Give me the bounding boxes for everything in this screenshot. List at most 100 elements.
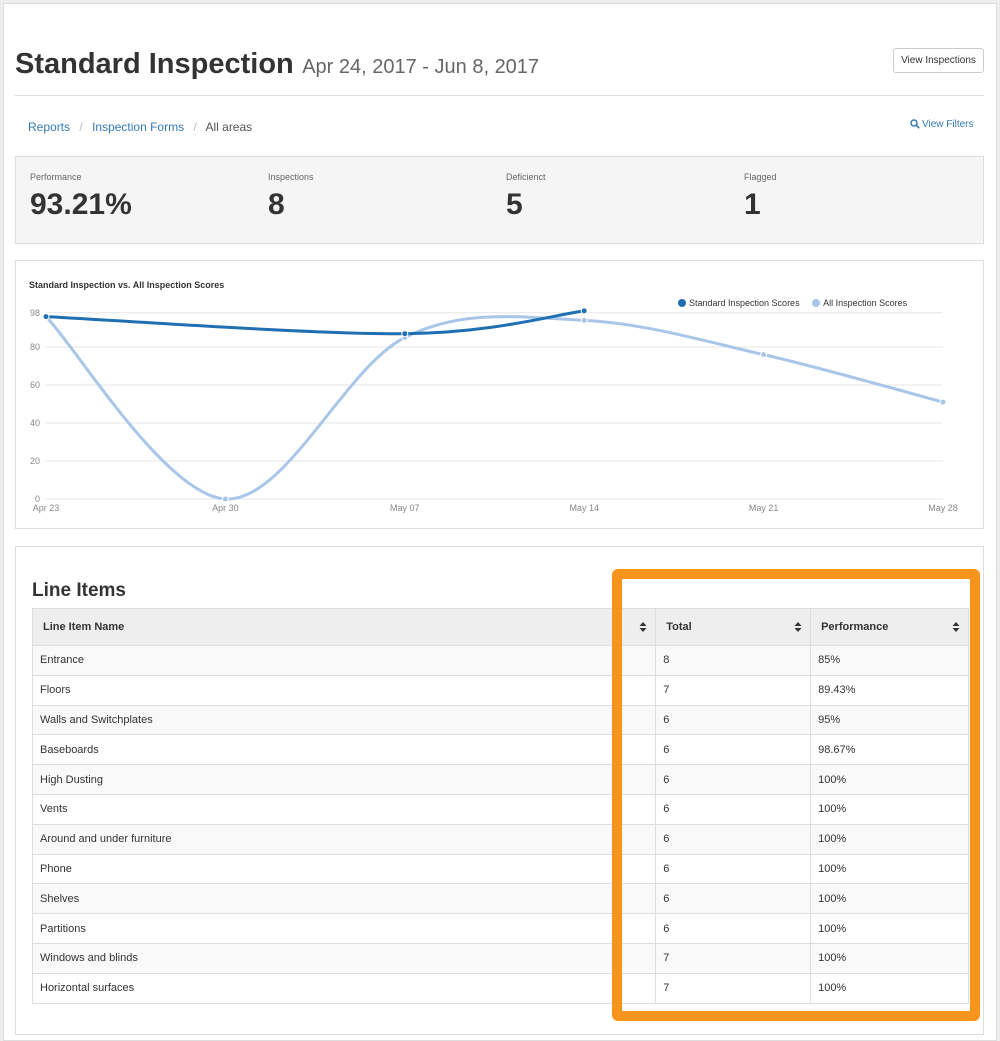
- stat-label: Inspections: [268, 172, 314, 182]
- table-row: Windows and blinds 7 100%: [31, 942, 969, 974]
- chart-legend: Standard Inspection Scores All Inspectio…: [678, 298, 917, 308]
- stat-inspections: Inspections 8: [268, 172, 314, 220]
- breadcrumb-current: All areas: [205, 120, 253, 134]
- cell-performance: 98.67%: [810, 734, 969, 766]
- breadcrumb-reports[interactable]: Reports: [28, 120, 71, 134]
- sort-icon[interactable]: [794, 621, 802, 636]
- cell-total: 7: [655, 942, 812, 974]
- table-row: Partitions 6 100%: [31, 913, 969, 944]
- y-tick-label: 60: [30, 380, 40, 390]
- stat-value: 5: [506, 188, 523, 221]
- stats-panel: Performance 93.21% Inspections 8 Deficie…: [15, 156, 984, 244]
- cell-total: 8: [655, 645, 812, 676]
- cell-name: Floors: [31, 674, 657, 706]
- cell-total: 6: [655, 853, 812, 885]
- chart-title: Standard Inspection vs. All Inspection S…: [29, 280, 225, 290]
- stat-performance: Performance 93.21%: [30, 172, 132, 220]
- column-header-name[interactable]: Line Item Name: [31, 608, 657, 646]
- cell-name: Entrance: [31, 645, 657, 676]
- sort-icon[interactable]: [639, 621, 647, 636]
- cell-total: 6: [655, 793, 812, 825]
- header-divider: [15, 95, 984, 96]
- cell-total: 7: [655, 674, 812, 706]
- x-tick-label: Apr 30: [212, 503, 239, 513]
- stat-value: 1: [744, 188, 761, 221]
- cell-performance: 100%: [810, 942, 969, 974]
- cell-name: High Dusting: [31, 764, 657, 795]
- cell-performance: 100%: [810, 883, 969, 915]
- legend-swatch-standard: [678, 299, 686, 307]
- cell-total: 6: [655, 734, 812, 766]
- series-line-all: [44, 315, 944, 501]
- table-row: High Dusting 6 100%: [31, 764, 969, 795]
- data-point: [42, 313, 50, 321]
- legend-item-standard[interactable]: Standard Inspection Scores: [678, 298, 800, 308]
- data-point: [221, 495, 229, 503]
- column-label: Total: [666, 621, 692, 633]
- stat-value: 8: [268, 188, 285, 221]
- view-filters-link[interactable]: View Filters: [910, 119, 974, 130]
- cell-name: Baseboards: [31, 734, 657, 766]
- cell-performance: 100%: [810, 823, 969, 855]
- view-filters-label: View Filters: [922, 119, 974, 130]
- x-tick-label: May 21: [749, 503, 779, 513]
- cell-total: 7: [655, 972, 812, 1004]
- stat-value: 93.21%: [30, 188, 132, 221]
- cell-name: Vents: [31, 793, 657, 825]
- cell-name: Horizontal surfaces: [31, 972, 657, 1004]
- chart-plot: 0 20 40 60 80 98 Apr 23 Apr 30 May 07 May 14 May 2…: [30, 307, 958, 513]
- column-header-total[interactable]: Total: [655, 608, 812, 646]
- cell-performance: 95%: [810, 704, 969, 736]
- table-header-row: Line Item Name Total Performance: [31, 608, 969, 646]
- legend-swatch-all: [812, 299, 821, 307]
- table-row: Baseboards 6 98.67%: [31, 734, 969, 766]
- cell-name: Around and under furniture: [31, 823, 657, 855]
- x-tick-label: May 07: [390, 503, 420, 513]
- cell-performance: 100%: [810, 853, 969, 885]
- page-header: Standard Inspection Apr 24, 2017 - Jun 8…: [15, 48, 539, 81]
- breadcrumb-inspection-forms[interactable]: Inspection Forms: [92, 120, 185, 134]
- sort-icon[interactable]: [952, 621, 960, 636]
- column-header-performance[interactable]: Performance: [810, 608, 969, 646]
- stat-label: Performance: [30, 172, 82, 182]
- cell-total: 6: [655, 704, 812, 736]
- legend-item-all[interactable]: All Inspection Scores: [812, 298, 907, 308]
- cell-total: 6: [655, 883, 812, 915]
- cell-total: 6: [655, 913, 812, 944]
- line-items-title: Line Items: [32, 580, 126, 601]
- table-row: Floors 7 89.43%: [31, 674, 969, 706]
- legend-label-all: All Inspection Scores: [823, 298, 908, 308]
- cell-name: Windows and blinds: [31, 942, 657, 974]
- breadcrumb-separator: /: [79, 120, 83, 134]
- data-point: [760, 351, 768, 359]
- breadcrumb-separator: /: [193, 120, 197, 134]
- cell-name: Phone: [31, 853, 657, 885]
- stat-flagged: Flagged 1: [744, 172, 777, 220]
- table-row: Vents 6 100%: [31, 793, 969, 825]
- table-row: Walls and Switchplates 6 95%: [31, 704, 969, 736]
- y-tick-label: 20: [30, 456, 40, 466]
- column-label: Line Item Name: [43, 621, 125, 633]
- x-tick-label: Apr 23: [33, 503, 60, 513]
- cell-performance: 85%: [810, 645, 969, 676]
- data-point: [939, 398, 947, 406]
- y-tick-label: 98: [30, 308, 40, 318]
- cell-performance: 100%: [810, 793, 969, 825]
- table-row: Horizontal surfaces 7 100%: [31, 972, 969, 1004]
- cell-performance: 89.43%: [810, 674, 969, 706]
- score-chart: Standard Inspection vs. All Inspection S…: [15, 260, 984, 529]
- y-tick-label: 0: [35, 494, 40, 504]
- search-icon: [910, 119, 920, 129]
- stat-label: Deficienct: [506, 172, 546, 182]
- x-tick-label: May 14: [569, 503, 599, 513]
- table-row: Around and under furniture 6 100%: [31, 823, 969, 855]
- stat-label: Flagged: [744, 172, 777, 182]
- line-items-panel: Line Items Line Item Name Total Performa…: [15, 546, 984, 1035]
- cell-total: 6: [655, 764, 812, 795]
- line-items-table: Line Item Name Total Performance Entranc…: [31, 608, 969, 1004]
- view-inspections-button[interactable]: View Inspections: [893, 48, 984, 73]
- table-row: Shelves 6 100%: [31, 883, 969, 915]
- cell-name: Walls and Switchplates: [31, 704, 657, 736]
- cell-performance: 100%: [810, 764, 969, 795]
- page-title: Standard Inspection: [15, 48, 294, 80]
